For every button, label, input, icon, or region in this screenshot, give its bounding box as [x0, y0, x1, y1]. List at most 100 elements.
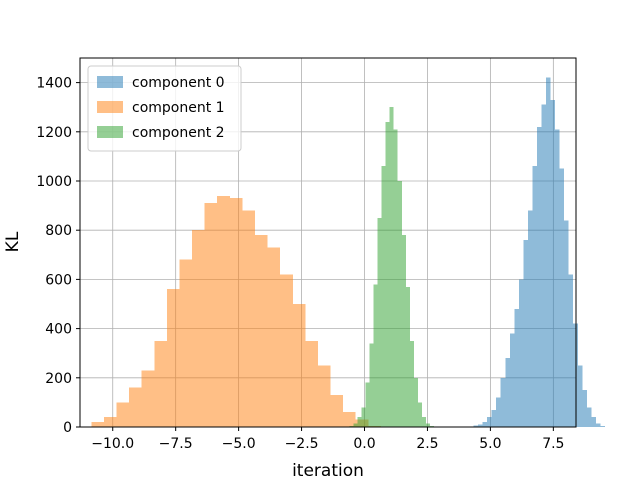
histogram-bar: [532, 166, 537, 428]
histogram-bar: [305, 340, 318, 427]
histogram-bar: [527, 210, 533, 427]
histogram-bar: [343, 412, 356, 427]
y-axis-ticks: 0 200 400 600 800 1000 1200 1400: [36, 76, 80, 436]
histogram-bar: [482, 422, 488, 427]
histogram-bar: [353, 423, 358, 427]
x-tick-label: −10.0: [91, 436, 134, 452]
histogram-bar: [365, 382, 370, 427]
histogram-bar: [254, 235, 268, 427]
histogram-bar: [179, 259, 193, 427]
histogram-bar: [349, 425, 354, 427]
x-tick-label: 7.5: [542, 436, 564, 452]
histogram-bar: [242, 210, 255, 427]
histogram-bar: [546, 77, 551, 428]
histogram-bar: [204, 203, 218, 427]
legend-label: component 2: [132, 125, 225, 141]
series-1-bars: [91, 195, 381, 427]
histogram-bar: [509, 333, 515, 427]
histogram-bar: [514, 308, 519, 427]
histogram-bar: [357, 417, 362, 427]
x-tick-label: 5.0: [479, 436, 501, 452]
histogram-bar: [582, 390, 587, 427]
histogram-bar: [496, 397, 501, 427]
legend: component 0 component 1 component 2: [87, 65, 242, 152]
y-tick-label: 200: [45, 371, 72, 387]
histogram-bar: [421, 417, 426, 427]
histogram-bar: [564, 220, 569, 427]
x-axis-ticks: −10.0 −7.5 −5.0 −2.5 0.0 2.5 5.0 7.5: [91, 427, 564, 452]
histogram-bar: [487, 417, 492, 427]
legend-box: [87, 65, 242, 152]
histogram-bar: [377, 217, 382, 427]
histogram-bar: [559, 168, 565, 427]
histogram-bars: [91, 77, 605, 428]
x-axis-title: iteration: [292, 461, 364, 480]
histogram-bar: [103, 417, 117, 427]
histogram-bar: [409, 340, 414, 427]
y-tick-label: 0: [63, 420, 72, 436]
histogram-bar: [473, 425, 479, 427]
histogram-bar: [591, 417, 596, 427]
histogram-bar: [267, 247, 281, 427]
y-axis-title: KL: [3, 231, 23, 252]
y-tick-label: 1400: [36, 76, 72, 92]
y-tick-label: 1000: [36, 174, 72, 190]
histogram-bar: [523, 240, 528, 427]
histogram-bar: [192, 230, 205, 427]
histogram-bar: [595, 423, 601, 427]
legend-swatch: [97, 126, 123, 138]
legend-label: component 1: [132, 100, 225, 116]
histogram-bar: [573, 323, 578, 427]
x-tick-label: −7.5: [159, 436, 193, 452]
histogram-bar: [491, 409, 497, 427]
series-0-bars: [468, 77, 605, 428]
legend-label: component 0: [132, 75, 225, 91]
histogram-bar: [385, 121, 390, 428]
histogram-bar: [505, 358, 510, 427]
histogram-bar: [373, 284, 378, 427]
histogram-bar: [217, 195, 230, 427]
histogram-bar: [129, 387, 142, 427]
histogram-bar: [389, 107, 394, 427]
histogram-bar: [417, 402, 422, 427]
histogram-bar: [568, 274, 574, 427]
histogram-bar: [413, 377, 418, 427]
histogram-bar: [600, 425, 605, 427]
histogram-bar: [536, 126, 542, 427]
y-tick-label: 800: [45, 223, 72, 239]
histogram-bar: [401, 235, 406, 427]
histogram-bar: [330, 395, 344, 427]
x-tick-label: 2.5: [416, 436, 438, 452]
series-2-bars: [349, 107, 434, 428]
histogram-bar: [229, 198, 243, 427]
histogram-bar: [577, 365, 583, 427]
histogram-bar: [541, 104, 547, 428]
histogram-bar: [91, 422, 104, 427]
histogram-bar: [369, 343, 374, 427]
histogram-bar: [361, 407, 366, 427]
histogram-bar: [317, 365, 331, 427]
histogram-bar: [381, 166, 386, 428]
histogram-bar: [405, 286, 410, 427]
histogram-bar: [397, 181, 402, 427]
histogram-bar: [166, 289, 180, 427]
y-tick-label: 1200: [36, 125, 72, 141]
x-tick-label: 0.0: [353, 436, 375, 452]
histogram-bar: [280, 274, 293, 427]
histogram-bar: [550, 99, 556, 427]
histogram-bar: [555, 129, 560, 427]
histogram-bar: [500, 377, 506, 427]
histogram-bar: [393, 129, 398, 427]
x-tick-label: −2.5: [285, 436, 319, 452]
histogram-bar: [141, 370, 155, 427]
histogram-bar: [116, 402, 130, 427]
y-tick-label: 400: [45, 322, 72, 338]
y-tick-label: 600: [45, 272, 72, 288]
legend-swatch: [97, 101, 123, 113]
x-tick-label: −5.0: [222, 436, 256, 452]
histogram-bar: [478, 424, 483, 427]
legend-swatch: [97, 76, 123, 88]
histogram-bar: [425, 423, 430, 427]
histogram-bar: [586, 407, 592, 427]
